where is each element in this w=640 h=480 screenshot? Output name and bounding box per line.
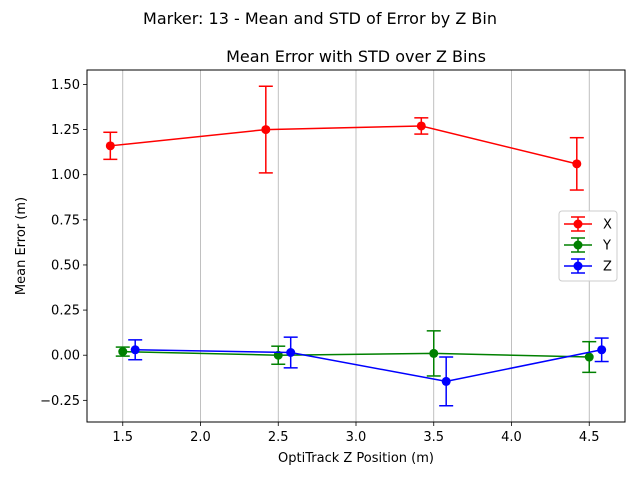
data-point xyxy=(429,348,439,358)
series-line xyxy=(135,349,602,383)
legend-label: X xyxy=(603,218,612,233)
x-tick-label: 4.5 xyxy=(579,430,600,445)
legend-entry-x: X xyxy=(564,216,612,233)
x-tick-label: 3.5 xyxy=(423,430,444,445)
series-x xyxy=(103,85,584,191)
y-tick-label: −0.25 xyxy=(40,394,80,409)
data-point xyxy=(584,352,594,362)
y-tick-label: 0.75 xyxy=(51,213,80,228)
data-point xyxy=(130,345,140,355)
y-tick-label: 1.25 xyxy=(51,123,80,138)
legend-marker xyxy=(573,219,583,229)
series-y xyxy=(115,330,597,377)
x-tick-label: 1.5 xyxy=(112,430,133,445)
data-point xyxy=(286,348,296,358)
data-point xyxy=(572,159,582,169)
y-axis-label: Mean Error (m) xyxy=(14,197,29,295)
data-point xyxy=(118,347,128,357)
y-tick-label: 1.00 xyxy=(51,168,80,183)
x-tick-label: 2.0 xyxy=(190,430,211,445)
x-tick-label: 4.0 xyxy=(501,430,522,445)
legend-frame xyxy=(558,210,618,282)
legend-entry-z: Z xyxy=(564,258,612,275)
figure-suptitle: Marker: 13 - Mean and STD of Error by Z … xyxy=(143,9,497,28)
data-point xyxy=(416,121,426,131)
legend-entry-y: Y xyxy=(564,237,611,254)
legend: XYZ xyxy=(558,210,618,282)
y-tick-label: 0.25 xyxy=(51,304,80,319)
legend-label: Y xyxy=(602,239,611,254)
series-z xyxy=(128,336,609,407)
x-tick-label: 2.5 xyxy=(268,430,289,445)
grid-layer xyxy=(122,70,590,422)
x-tick-label: 3.0 xyxy=(346,430,367,445)
data-point xyxy=(597,345,607,355)
x-axis-label: OptiTrack Z Position (m) xyxy=(278,451,434,466)
data-point xyxy=(105,141,115,151)
data-point xyxy=(261,125,271,135)
series-layer xyxy=(103,85,609,407)
legend-marker xyxy=(573,240,583,250)
legend-marker xyxy=(573,261,583,271)
data-point xyxy=(441,376,451,386)
y-tick-label: 0.50 xyxy=(51,258,80,273)
legend-label: Z xyxy=(603,260,612,275)
chart-title: Mean Error with STD over Z Bins xyxy=(226,47,486,66)
tick-layer: 1.5 2.0 2.5 3.0 3.5 4.0 4.5 −0.25 0.00 0.25 0.50 0.… xyxy=(40,78,599,445)
y-tick-label: 1.50 xyxy=(51,78,80,93)
y-tick-label: 0.00 xyxy=(51,349,80,364)
series-line xyxy=(122,350,590,358)
series-line xyxy=(110,125,577,165)
